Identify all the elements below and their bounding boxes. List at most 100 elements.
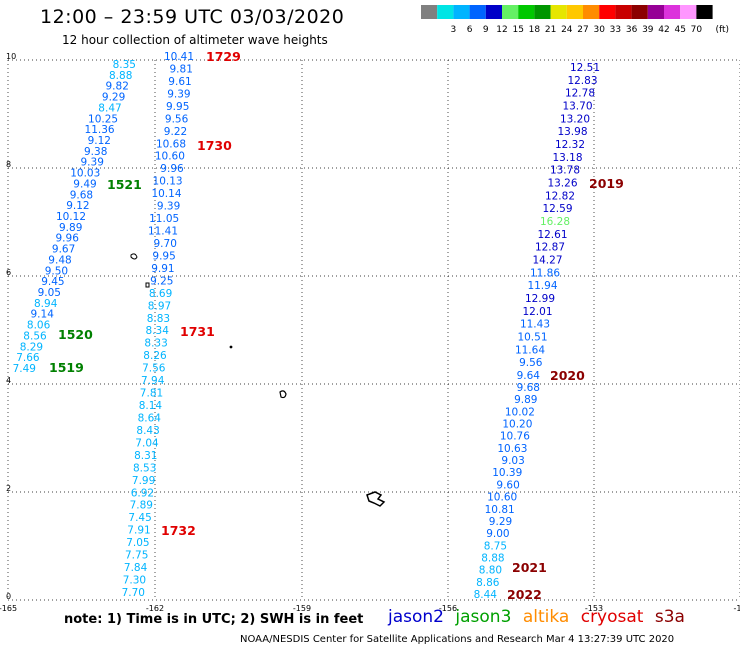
swh-value: 16.28 <box>540 216 570 228</box>
legend-swatch <box>421 5 438 19</box>
swh-value: 10.60 <box>487 492 517 504</box>
legend-swatch <box>599 5 616 19</box>
swh-value: 8.53 <box>133 462 156 474</box>
pass-time-2021: 2021 <box>512 560 547 575</box>
swh-value: 8.47 <box>98 102 121 114</box>
swh-value: 9.48 <box>48 254 71 266</box>
swh-value: 9.89 <box>59 222 82 234</box>
swh-value: 10.14 <box>151 188 181 200</box>
swh-value: 8.80 <box>479 565 502 577</box>
swh-value: 9.14 <box>31 309 55 321</box>
pass-time-1519: 1519 <box>49 360 84 375</box>
swh-value: 13.26 <box>547 178 577 190</box>
swh-value: 7.84 <box>124 562 148 574</box>
swh-value: 12.59 <box>542 203 572 215</box>
swh-value: 9.22 <box>164 126 187 138</box>
pass-time-2022: 2022 <box>507 587 542 602</box>
legend-unit: (ft) <box>715 25 729 35</box>
legend-swatch <box>437 5 454 19</box>
swh-value: 8.88 <box>109 70 132 82</box>
swh-value: 13.20 <box>560 113 590 125</box>
lon-tick-label: -156 <box>439 604 457 613</box>
swh-value: 9.12 <box>88 135 111 147</box>
sat-s3a: s3a <box>654 607 685 627</box>
swh-value: 8.06 <box>27 320 51 332</box>
swh-value: 7.70 <box>122 587 145 599</box>
swh-value: 9.38 <box>84 146 107 158</box>
legend-label: 42 <box>658 25 669 35</box>
swh-value: 10.63 <box>497 443 527 455</box>
swh-value: 7.66 <box>16 352 40 364</box>
legend-label: 30 <box>593 25 605 35</box>
swh-value: 10.68 <box>156 138 186 150</box>
legend-label: 12 <box>496 25 507 35</box>
swh-value: 9.56 <box>165 113 189 125</box>
swh-value: 10.25 <box>88 113 118 125</box>
swh-value: 12.78 <box>565 88 595 100</box>
swh-value: 13.98 <box>557 126 587 138</box>
swh-value: 9.00 <box>486 528 509 540</box>
swh-value: 12.32 <box>555 139 585 151</box>
legend-label: 9 <box>483 25 489 35</box>
swh-value: 8.56 <box>23 330 47 342</box>
legend-label: 21 <box>545 25 556 35</box>
note-text: note: 1) Time is in UTC; 2) SWH is in fe… <box>64 612 364 627</box>
island-4 <box>279 390 287 399</box>
swh-value: 12.51 <box>570 62 600 74</box>
map-subtitle: 12 hour collection of altimeter wave hei… <box>62 33 328 47</box>
swh-value: 11.64 <box>515 344 545 356</box>
island-1 <box>130 253 138 260</box>
legend-swatch <box>502 5 519 19</box>
pass-time-labels: 1729 1730 1731 1732 1521 1520 1519 2019 2020 2021… <box>49 49 624 602</box>
legend-swatch <box>615 5 632 19</box>
pass-time-1730: 1730 <box>197 138 232 153</box>
lat-lon-grid <box>7 59 740 601</box>
swh-value: 12.01 <box>522 306 552 318</box>
lon-tick-label: -15 <box>733 604 740 613</box>
legend-swatch <box>469 5 486 19</box>
lat-tick-label: 10 <box>6 52 16 61</box>
legend-swatch <box>453 5 470 19</box>
swh-value: 13.70 <box>562 101 592 113</box>
swh-value: 9.29 <box>489 516 512 528</box>
swh-value: 10.39 <box>492 467 522 479</box>
map-title: 12:00 – 23:59 UTC 03/03/2020 <box>40 6 345 28</box>
swh-value: 9.81 <box>170 64 193 76</box>
swh-value: 9.68 <box>517 382 540 394</box>
swh-value: 9.91 <box>151 263 174 275</box>
lon-tick-label: -159 <box>293 604 311 613</box>
swh-value: 9.67 <box>52 244 75 256</box>
legend-swatch <box>631 5 648 19</box>
swh-value: 10.02 <box>505 406 535 418</box>
swh-value: 9.96 <box>56 233 80 245</box>
swh-value: 7.05 <box>126 537 149 549</box>
islands <box>130 253 386 507</box>
pass-time-1729: 1729 <box>206 49 241 64</box>
swh-value: 9.95 <box>166 101 189 113</box>
swh-value: 9.96 <box>160 163 184 175</box>
lat-tick-label: 0 <box>6 592 11 601</box>
axis-ticks: -165 -162 -159 -156 -153 -15 0 2 4 6 8 10 <box>0 52 740 613</box>
legend-label: 39 <box>642 25 654 35</box>
swh-value: 8.33 <box>144 338 167 350</box>
legend-swatch <box>680 5 697 19</box>
swh-value: 8.35 <box>113 59 136 71</box>
swh-value: 10.03 <box>70 168 100 180</box>
swh-value: 7.99 <box>132 475 155 487</box>
lat-tick-label: 2 <box>6 484 11 493</box>
swh-value: 13.78 <box>550 165 580 177</box>
swh-value: 9.89 <box>514 394 537 406</box>
swh-value: 7.91 <box>127 525 150 537</box>
swh-value: 8.83 <box>147 313 170 325</box>
sat-jason2: jason2 <box>388 607 444 627</box>
legend-label: 24 <box>561 25 573 35</box>
swh-value: 8.88 <box>481 553 504 565</box>
legend-swatch <box>696 5 713 19</box>
swh-value: 8.64 <box>138 413 162 425</box>
swh-value: 9.49 <box>73 178 96 190</box>
island-5 <box>366 491 386 507</box>
swh-value: 7.75 <box>125 550 148 562</box>
island-2 <box>145 282 150 288</box>
swh-value: 11.94 <box>527 280 557 292</box>
